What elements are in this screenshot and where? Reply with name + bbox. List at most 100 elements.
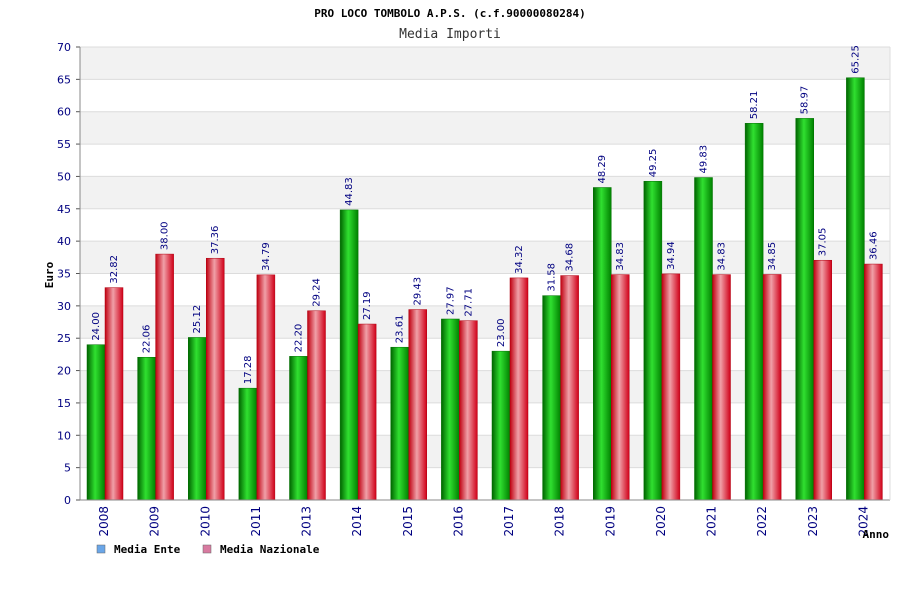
x-tick-label: 2023 (806, 506, 820, 537)
bar-media-nazionale (864, 263, 883, 501)
y-tick-label: 5 (64, 462, 71, 475)
legend-label: Media Ente (114, 543, 181, 556)
x-tick-label: 2013 (300, 506, 314, 537)
y-tick-label: 35 (57, 268, 71, 281)
value-label: 31.58 (547, 263, 558, 292)
bar-media-nazionale (712, 274, 731, 501)
bar-media-nazionale (509, 277, 529, 501)
bar-media-ente (390, 346, 409, 501)
value-label: 34.94 (666, 241, 677, 270)
value-label: 49.25 (648, 149, 659, 178)
value-label: 23.00 (496, 319, 507, 348)
grid-band (80, 208, 890, 242)
value-label: 25.12 (192, 305, 203, 334)
value-label: 27.71 (463, 288, 474, 317)
bar-media-nazionale (104, 287, 124, 501)
y-tick-label: 40 (57, 235, 71, 248)
x-axis-ticks: 2008 2009 2010 2011 2013 2014 2015 2016 2017 2018… (97, 506, 870, 537)
y-tick-label: 60 (57, 106, 71, 119)
y-tick-label: 70 (57, 41, 71, 54)
value-label: 34.85 (767, 242, 778, 271)
bar-media-ente (188, 337, 207, 501)
grid-band (80, 144, 890, 177)
x-tick-label: 2019 (603, 506, 617, 537)
value-labels: 24.00 32.82 22.06 38.00 25.12 37.36 17.28 34.79… (91, 45, 879, 384)
bar-media-ente (137, 356, 156, 501)
value-label: 23.61 (395, 315, 406, 344)
value-label: 34.83 (615, 242, 626, 271)
y-tick-label: 30 (57, 300, 71, 313)
value-label: 37.36 (210, 226, 221, 255)
bar-media-ente (86, 344, 106, 501)
value-label: 29.43 (413, 277, 424, 306)
y-tick-label: 65 (57, 73, 71, 86)
value-label: 22.20 (294, 324, 305, 353)
x-axis-label: Anno (863, 528, 890, 541)
value-label: 17.28 (243, 356, 254, 385)
y-tick-label: 50 (57, 170, 71, 183)
bar-media-nazionale (155, 253, 174, 501)
axes (79, 47, 891, 501)
legend: Media Ente Media Nazionale (96, 543, 320, 556)
bar-media-nazionale (560, 275, 579, 501)
x-tick-label: 2008 (97, 506, 111, 537)
grid-band (80, 47, 890, 80)
chart-title: PRO LOCO TOMBOLO A.P.S. (c.f.90000080284… (314, 7, 586, 20)
bar-media-ente (542, 295, 561, 501)
value-label: 58.97 (800, 86, 811, 115)
grid-band (80, 176, 890, 209)
bar-media-nazionale (307, 310, 326, 501)
value-label: 58.21 (749, 91, 760, 120)
y-tick-label: 15 (57, 397, 71, 410)
bar-media-nazionale (408, 309, 427, 501)
x-tick-label: 2016 (451, 506, 465, 537)
bar-media-nazionale (813, 259, 832, 501)
y-axis-label: Euro (43, 261, 56, 288)
x-tick-label: 2022 (755, 506, 769, 537)
x-tick-label: 2021 (705, 506, 719, 537)
bar-media-nazionale (611, 274, 630, 501)
y-tick-label: 20 (57, 365, 71, 378)
x-tick-label: 2014 (350, 506, 364, 537)
bar-media-nazionale (459, 320, 478, 501)
value-label: 27.19 (362, 291, 373, 320)
x-tick-label: 2009 (148, 506, 162, 537)
bar-media-ente (795, 118, 814, 501)
x-tick-label: 2017 (502, 506, 516, 537)
x-tick-label: 2020 (654, 506, 668, 537)
value-label: 29.24 (312, 278, 323, 307)
value-label: 34.83 (717, 242, 728, 271)
bar-media-ente (643, 181, 663, 501)
x-tick-label: 2010 (198, 506, 212, 537)
bar-media-nazionale (762, 274, 782, 501)
bar-media-ente (441, 318, 460, 501)
bar-media-ente (744, 123, 764, 501)
bar-media-nazionale (206, 257, 225, 501)
value-label: 34.32 (514, 245, 525, 274)
y-tick-label: 45 (57, 203, 71, 216)
bar-media-ente (491, 350, 511, 501)
value-label: 44.83 (344, 177, 355, 206)
value-label: 32.82 (109, 255, 120, 284)
value-label: 65.25 (850, 45, 861, 74)
y-tick-label: 10 (57, 429, 71, 442)
bar-media-nazionale (661, 273, 681, 501)
grid-band (80, 111, 890, 145)
y-tick-label: 25 (57, 332, 71, 345)
value-label: 38.00 (160, 221, 171, 250)
legend-swatch (96, 544, 106, 554)
value-label: 34.68 (565, 243, 576, 272)
legend-label: Media Nazionale (220, 543, 320, 556)
value-label: 22.06 (142, 325, 153, 354)
x-tick-label: 2024 (856, 506, 870, 537)
grid-band (80, 79, 890, 112)
bar-media-nazionale (256, 274, 276, 501)
bar-media-ente (593, 187, 612, 501)
value-label: 27.97 (445, 286, 456, 315)
bar-media-nazionale (357, 323, 377, 501)
bar-media-ente (846, 77, 865, 501)
bar-media-ente (238, 387, 258, 501)
value-label: 24.00 (91, 312, 102, 341)
x-tick-label: 2018 (553, 506, 567, 537)
